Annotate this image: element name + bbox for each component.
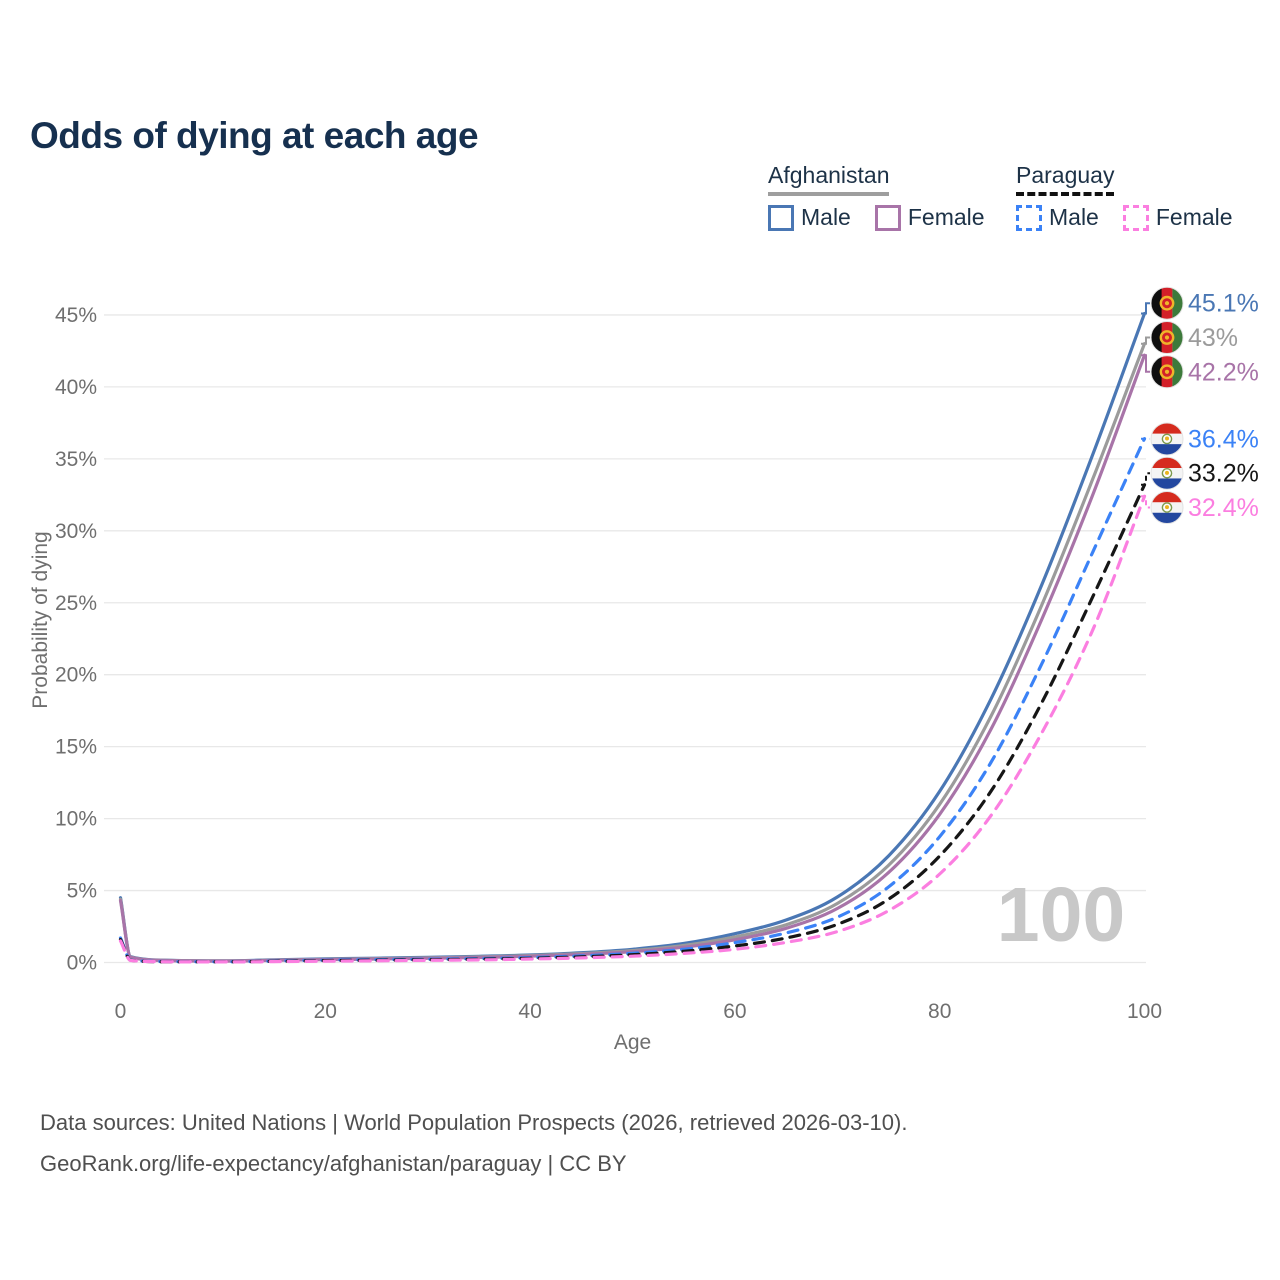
y-tick-label: 10% <box>55 808 97 831</box>
paraguay-flag-icon <box>1151 422 1183 455</box>
legend-group-paraguay: Paraguay Male Female <box>1016 162 1233 231</box>
chart-footer: Data sources: United Nations | World Pop… <box>40 1102 907 1184</box>
paraguay-flag-icon <box>1151 491 1183 524</box>
y-tick-label: 15% <box>55 736 97 759</box>
series-line-afghanistan-female[interactable] <box>118 353 1147 963</box>
leader-line <box>1141 302 1150 315</box>
line-swatch-icon <box>874 204 901 231</box>
y-tick-label: 30% <box>55 520 97 543</box>
legend-item-afghanistan-female[interactable]: Female <box>874 204 985 231</box>
legend-item-label: Female <box>907 204 985 230</box>
y-tick-label: 35% <box>55 448 97 471</box>
age-watermark: 100 <box>997 872 1125 958</box>
end-value-label: 32.4% <box>1188 494 1259 522</box>
leader-line <box>1141 354 1150 373</box>
x-tick-label: 20 <box>314 1000 337 1023</box>
chart-legend: Afghanistan Male Female Paraguay Male Fe… <box>0 162 1280 242</box>
afghanistan-flag-icon <box>1151 287 1183 320</box>
end-value-label: 43% <box>1188 324 1238 352</box>
y-tick-label: 40% <box>55 376 97 399</box>
y-tick-label: 5% <box>67 880 97 903</box>
afghanistan-flag-icon <box>1151 355 1183 388</box>
end-value-label: 42.2% <box>1188 358 1259 386</box>
legend-item-label: Male <box>801 204 851 230</box>
x-tick-label: 40 <box>518 1000 541 1023</box>
axis-tick-labels: 0% 5% 10% 15% 20% 25% 30% 35% 40% 45% 0 20 40 60 80 100 <box>55 304 1162 1023</box>
leader-line <box>1141 495 1150 509</box>
legend-item-label: Female <box>1155 204 1233 230</box>
data-sources-text: Data sources: United Nations | World Pop… <box>40 1110 908 1135</box>
x-axis-title: Age <box>614 1031 651 1054</box>
end-value-label: 33.2% <box>1188 460 1259 488</box>
legend-title-paraguay: Paraguay <box>1016 162 1115 196</box>
leader-line <box>1141 472 1150 486</box>
attribution-text: GeoRank.org/life-expectancy/afghanistan/… <box>40 1151 627 1176</box>
line-swatch-icon <box>1122 204 1149 231</box>
series-line-paraguay-female[interactable] <box>118 494 1147 964</box>
series-line-afghanistan-male[interactable] <box>118 311 1147 963</box>
end-labels: 45.1% 43% 42.2% 36.4% 33.2% 32.4% <box>1141 286 1259 525</box>
x-tick-label: 80 <box>928 1000 951 1023</box>
y-tick-label: 20% <box>55 664 97 687</box>
paraguay-flag-icon <box>1151 457 1183 490</box>
series-lines <box>118 311 1147 964</box>
line-swatch-icon <box>768 204 794 231</box>
legend-title-afghanistan: Afghanistan <box>768 162 890 196</box>
gridlines <box>104 314 1146 964</box>
legend-item-paraguay-male[interactable]: Male <box>1016 204 1099 231</box>
line-swatch-icon <box>1016 204 1042 231</box>
legend-item-label: Male <box>1049 204 1099 230</box>
page-title: Odds of dying at each age <box>30 114 479 156</box>
legend-item-afghanistan-male[interactable]: Male <box>768 204 851 231</box>
legend-group-afghanistan: Afghanistan Male Female <box>768 162 985 231</box>
x-tick-label: 0 <box>115 1000 127 1023</box>
x-tick-label: 100 <box>1127 1000 1162 1023</box>
legend-item-paraguay-female[interactable]: Female <box>1122 204 1233 231</box>
afghanistan-flag-icon <box>1151 321 1183 354</box>
end-value-label: 45.1% <box>1188 290 1259 318</box>
x-tick-label: 60 <box>723 1000 746 1023</box>
y-axis-title: Probability of dying <box>29 531 52 708</box>
y-tick-label: 25% <box>55 592 97 615</box>
end-value-label: 36.4% <box>1188 425 1259 453</box>
series-line-afghanistan-both-sexes[interactable] <box>118 342 1147 963</box>
leader-line <box>1141 336 1150 345</box>
y-tick-label: 45% <box>55 304 97 327</box>
y-tick-label: 0% <box>67 952 97 975</box>
